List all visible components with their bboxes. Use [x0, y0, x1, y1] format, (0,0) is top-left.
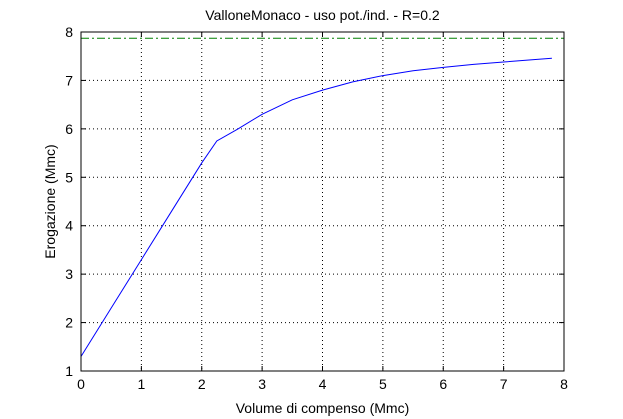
y-tick-label: 4 — [65, 218, 73, 234]
x-tick-label: 3 — [258, 376, 266, 392]
series-line — [80, 57, 552, 357]
x-tick-label: 8 — [560, 376, 568, 392]
grid — [81, 32, 564, 371]
y-tick-label: 3 — [65, 266, 73, 282]
y-tick-label: 7 — [65, 72, 73, 88]
y-tick-label: 2 — [65, 315, 73, 331]
series-group — [80, 37, 564, 357]
x-tick-label: 6 — [439, 376, 447, 392]
y-tick-label: 5 — [65, 169, 73, 185]
y-tick-label: 1 — [65, 363, 73, 379]
y-tick-label: 6 — [65, 121, 73, 137]
x-tick-label: 7 — [500, 376, 508, 392]
chart-title: ValloneMonaco - uso pot./ind. - R=0.2 — [205, 7, 440, 23]
x-tick-label: 2 — [198, 376, 206, 392]
y-axis-title: Erogazione (Mmc) — [42, 144, 58, 258]
x-tick-label: 4 — [319, 376, 327, 392]
x-tick-label: 5 — [379, 376, 387, 392]
x-axis-title: Volume di compenso (Mmc) — [236, 400, 410, 416]
x-tick-label: 0 — [77, 376, 85, 392]
x-tick-label: 1 — [137, 376, 145, 392]
y-tick-label: 8 — [65, 24, 73, 40]
